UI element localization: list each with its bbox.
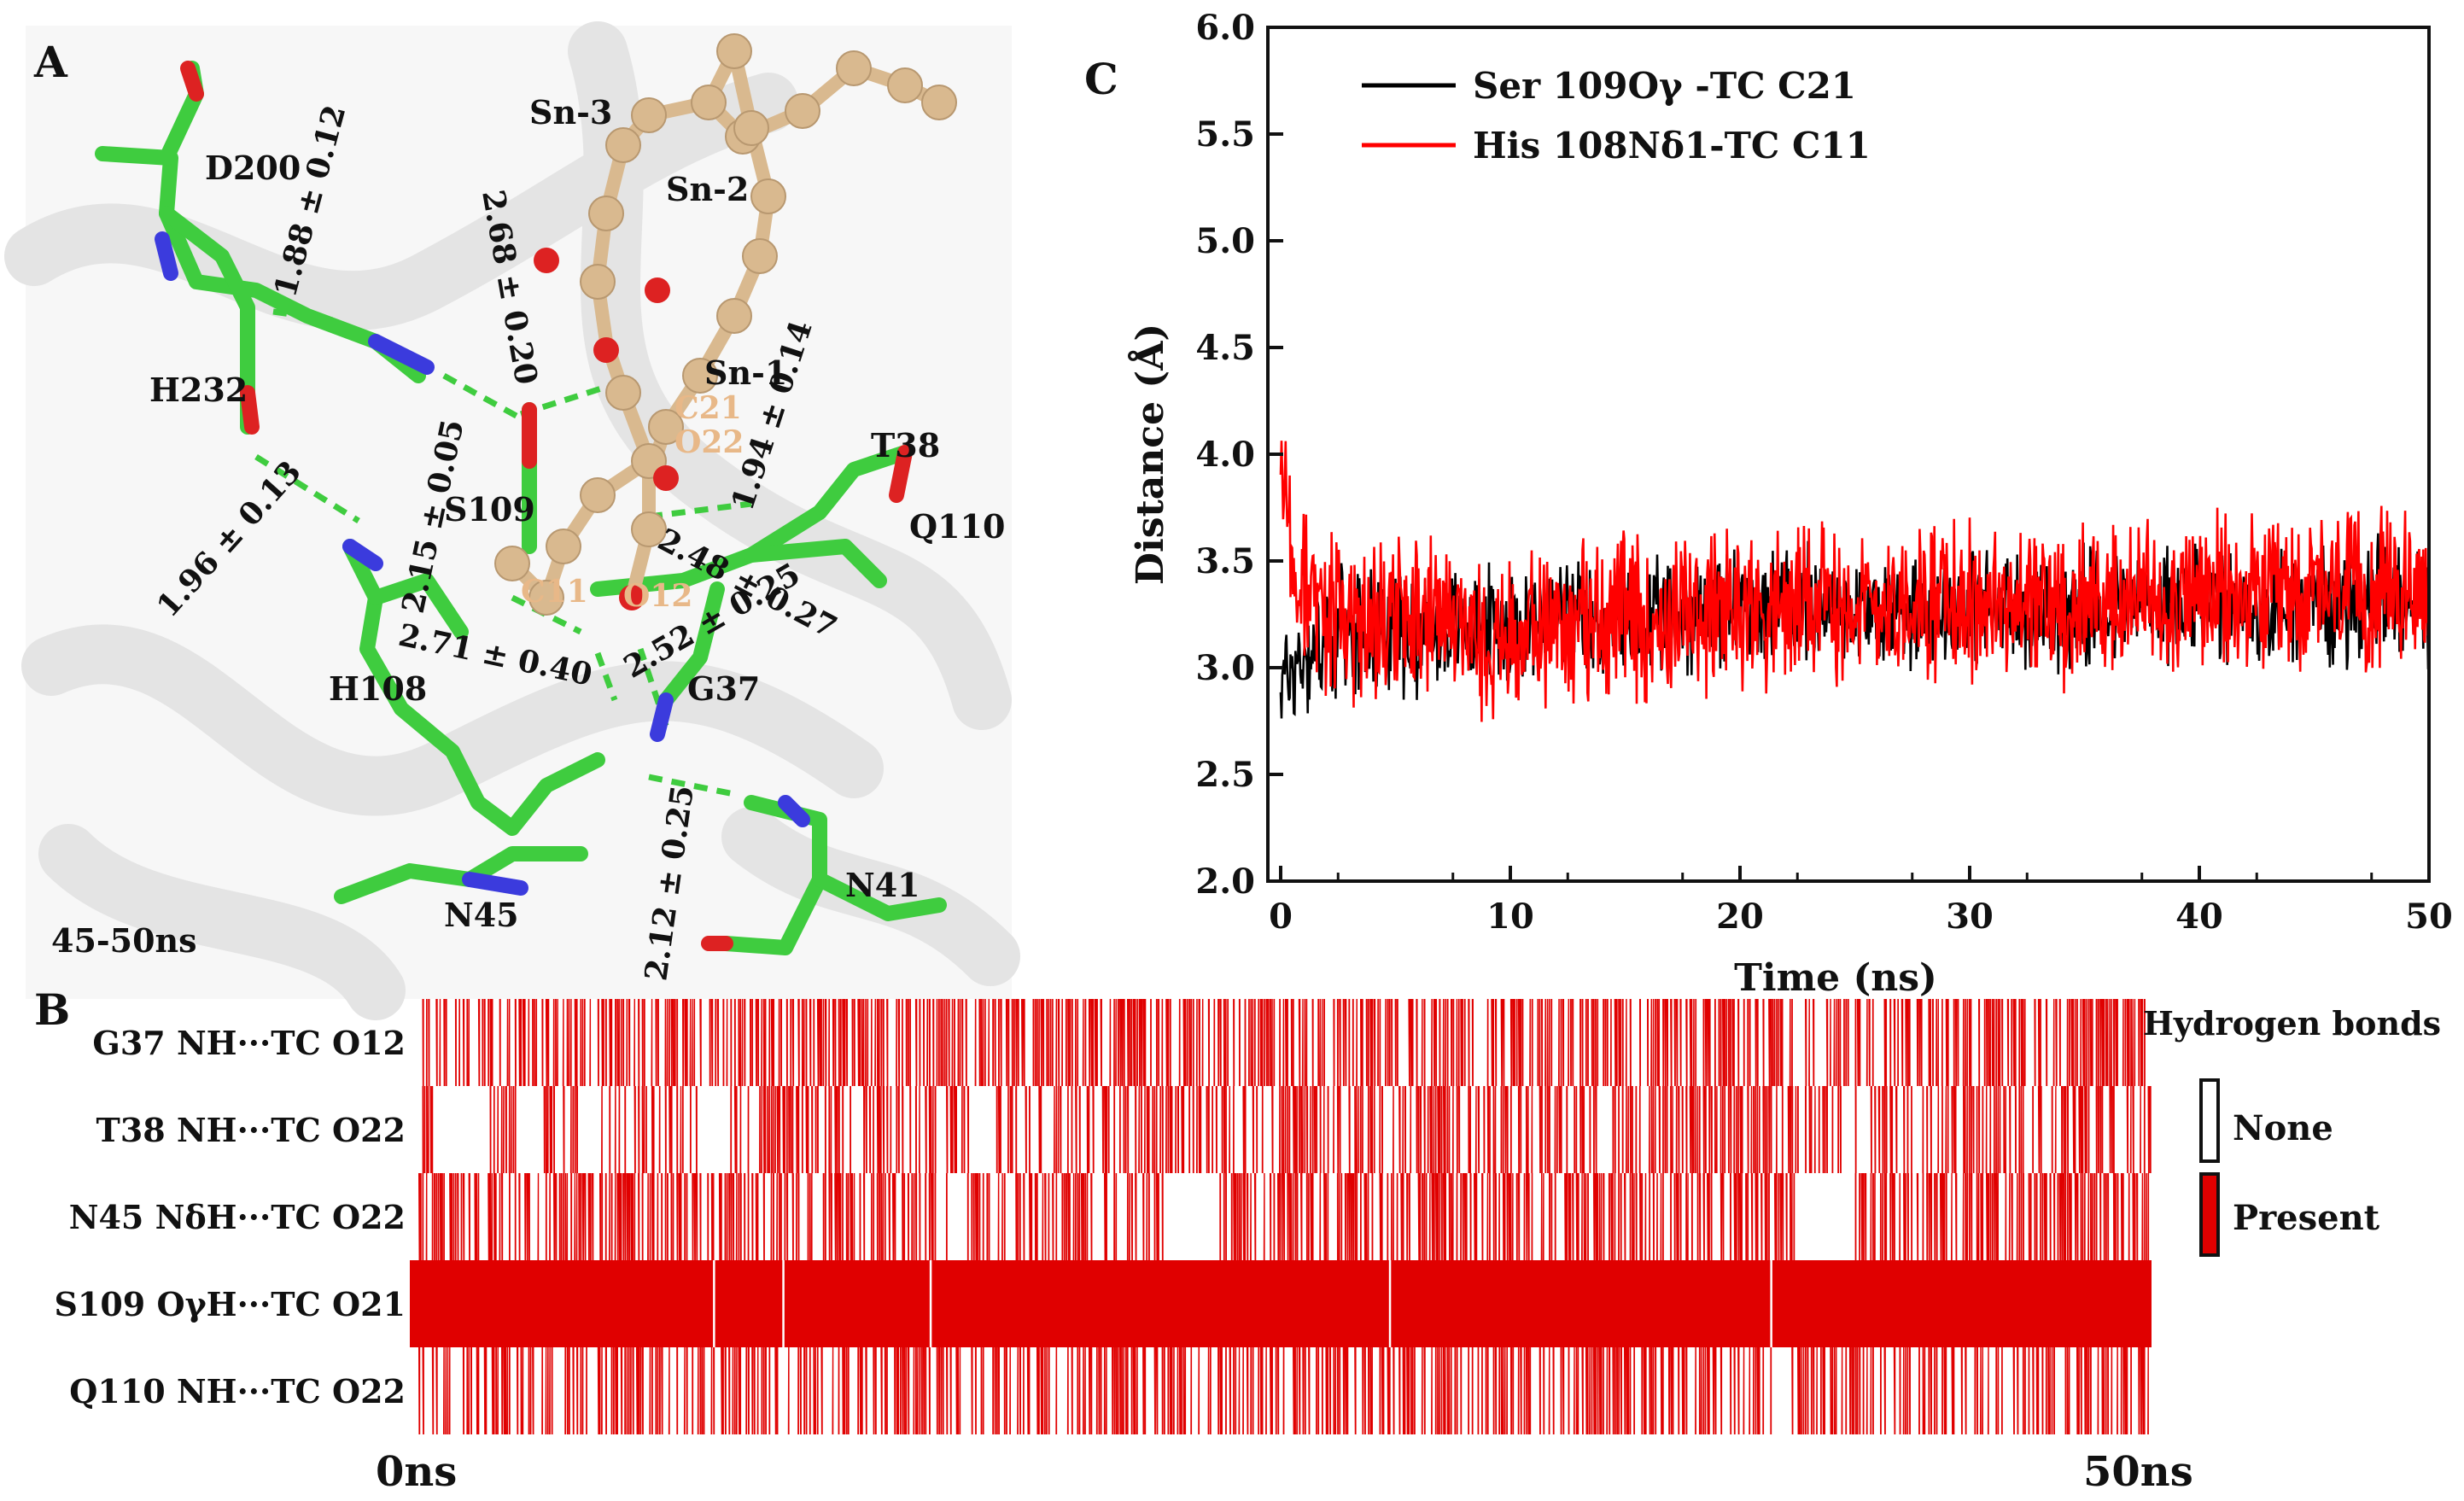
hbond-gap bbox=[782, 1260, 785, 1347]
y-tick-label: 5.5 bbox=[1195, 114, 1255, 155]
x-tick-label: 30 bbox=[1946, 897, 1994, 937]
hbond-gap bbox=[1770, 1260, 1772, 1347]
hbond-row bbox=[410, 1260, 2152, 1347]
hbond-band bbox=[410, 1260, 2152, 1347]
time-window-label: 45-50ns bbox=[51, 921, 197, 960]
hbond-events bbox=[418, 1347, 2149, 1434]
legend: Ser 109Oγ -TC C21 His 108Nδ1-TC C11 bbox=[1362, 65, 1871, 166]
residue-label: G37 bbox=[687, 669, 760, 708]
atom-label: C11 bbox=[521, 574, 588, 610]
hbond-events bbox=[422, 1086, 2152, 1173]
residue-label: N45 bbox=[444, 896, 519, 934]
residue-label: S109 bbox=[444, 490, 535, 529]
chart-lines bbox=[1279, 441, 2431, 722]
hbond-row-label: S109 OγH···TC O21 bbox=[54, 1285, 406, 1323]
chain-label: Sn-3 bbox=[529, 93, 612, 131]
hbond-row bbox=[422, 1086, 2152, 1173]
x-tick-label: 20 bbox=[1716, 897, 1764, 937]
protein-sticks bbox=[95, 61, 947, 955]
x-axis-label: Time (ns) bbox=[1734, 956, 1937, 1000]
hbond-events bbox=[422, 999, 2146, 1086]
y-tick-label: 2.0 bbox=[1195, 861, 1255, 902]
legend-entry: Present bbox=[2233, 1198, 2380, 1238]
hbond-row bbox=[418, 1347, 2149, 1434]
y-tick-label: 6.0 bbox=[1195, 8, 1255, 48]
residue-label: D200 bbox=[205, 149, 301, 187]
legend-entry: None bbox=[2233, 1108, 2333, 1148]
hbond-gap bbox=[713, 1260, 715, 1347]
x-tick-label: 50 bbox=[2405, 897, 2453, 937]
atom-labels: C21 O22 C11 O12 bbox=[521, 390, 744, 614]
y-tick-label: 3.5 bbox=[1195, 541, 1255, 581]
residue-label: Q110 bbox=[909, 507, 1005, 546]
panel-a-label: A bbox=[33, 37, 68, 87]
chain-labels: Sn-3 Sn-2 Sn-1 bbox=[529, 93, 787, 392]
chain-label: Sn-2 bbox=[666, 170, 749, 208]
panel-b-label: B bbox=[34, 984, 70, 1035]
hbond-row-label: G37 NH···TC O12 bbox=[92, 1024, 406, 1062]
panel-a: A D200 H232 S109 H108 G37 T38 Q110 N45 N… bbox=[4, 21, 1020, 1020]
hbond-heatmap bbox=[410, 999, 2152, 1434]
y-tick-label: 4.0 bbox=[1195, 435, 1255, 475]
hbond-legend-title: Hydrogen bonds bbox=[2143, 1004, 2441, 1043]
legend-swatch-present bbox=[2199, 1172, 2220, 1257]
hbond-row bbox=[422, 999, 2146, 1086]
panel-c: C 0 10 20 30 40 50 2.0 2.5 3.0 3.5 4.0 4.5 5.0 5.5 6.… bbox=[1084, 8, 2453, 1000]
hbond-gap bbox=[929, 1260, 932, 1347]
x-tick-label: 10 bbox=[1486, 897, 1534, 937]
ligand-tc bbox=[494, 33, 957, 616]
y-axis-label: Distance (Å) bbox=[1127, 324, 1172, 585]
residue-label: T38 bbox=[871, 426, 940, 464]
panel-c-label: C bbox=[1084, 54, 1118, 104]
residue-labels: D200 H232 S109 H108 G37 T38 Q110 N45 N41 bbox=[149, 149, 1005, 934]
series-line bbox=[1279, 441, 2431, 722]
atom-label: O22 bbox=[674, 424, 744, 460]
legend-swatch-none bbox=[2199, 1078, 2220, 1163]
chain-label: Sn-1 bbox=[704, 353, 787, 392]
hbond-events bbox=[418, 1173, 2150, 1260]
hbond-row-labels: G37 NH···TC O12 T38 NH···TC O22 N45 NδH···… bbox=[54, 1024, 406, 1410]
x-tick-label: 40 bbox=[2175, 897, 2223, 937]
atom-label: C21 bbox=[674, 390, 742, 426]
y-tick-label: 4.5 bbox=[1195, 328, 1255, 368]
hbond-row-label: Q110 NH···TC O22 bbox=[69, 1372, 406, 1410]
legend-entry: Ser 109Oγ -TC C21 bbox=[1473, 65, 1856, 107]
y-axis-ticks: 2.0 2.5 3.0 3.5 4.0 4.5 5.0 5.5 6.0 bbox=[1195, 8, 1283, 902]
hbond-row-label: N45 NδH···TC O22 bbox=[69, 1198, 406, 1236]
x-axis-ticks: 0 10 20 30 40 50 bbox=[1269, 866, 2453, 937]
hbond-row bbox=[418, 1173, 2150, 1260]
y-tick-label: 5.0 bbox=[1195, 221, 1255, 261]
y-tick-label: 3.0 bbox=[1195, 648, 1255, 688]
panel-b: B G37 NH···TC O12 T38 NH···TC O22 N45 NδH·… bbox=[34, 984, 2441, 1496]
hbond-gap bbox=[1388, 1260, 1392, 1347]
residue-label: N41 bbox=[845, 866, 920, 904]
hbond-row-label: T38 NH···TC O22 bbox=[96, 1111, 406, 1149]
time-end-label: 50ns bbox=[2083, 1448, 2193, 1496]
y-tick-label: 2.5 bbox=[1195, 755, 1255, 795]
residue-label: H108 bbox=[329, 669, 427, 708]
legend-entry: His 108Nδ1-TC C11 bbox=[1473, 125, 1871, 166]
time-start-label: 0ns bbox=[376, 1448, 457, 1496]
x-tick-label: 0 bbox=[1269, 897, 1293, 937]
atom-label: O12 bbox=[623, 578, 692, 614]
panel-a-background bbox=[26, 26, 1012, 999]
residue-label: H232 bbox=[149, 371, 248, 409]
